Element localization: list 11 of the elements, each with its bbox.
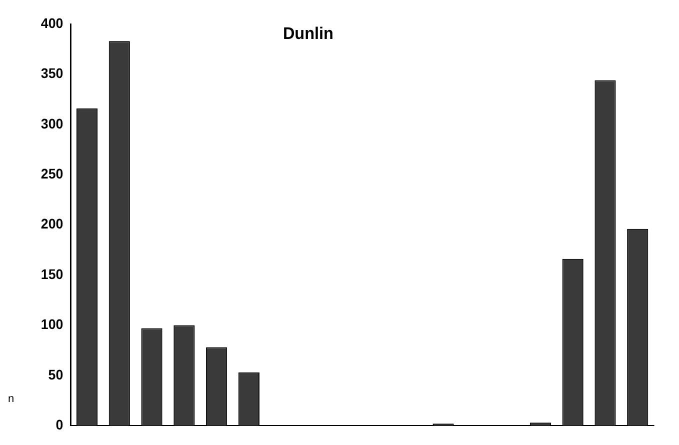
y-tick-label: 50	[48, 366, 64, 382]
chart-title: Dunlin	[282, 24, 334, 44]
y-tick-label: 0	[56, 417, 64, 433]
y-tick-label: 150	[40, 266, 64, 282]
y-tick-label: 350	[40, 66, 64, 82]
y-tick-label: 250	[40, 166, 64, 182]
text: n	[8, 393, 14, 405]
y-tick-label: 100	[40, 316, 64, 332]
y-tick-label: 400	[40, 16, 64, 31]
y-tick-label: 200	[40, 216, 64, 232]
y-tick-label: 300	[40, 116, 64, 132]
